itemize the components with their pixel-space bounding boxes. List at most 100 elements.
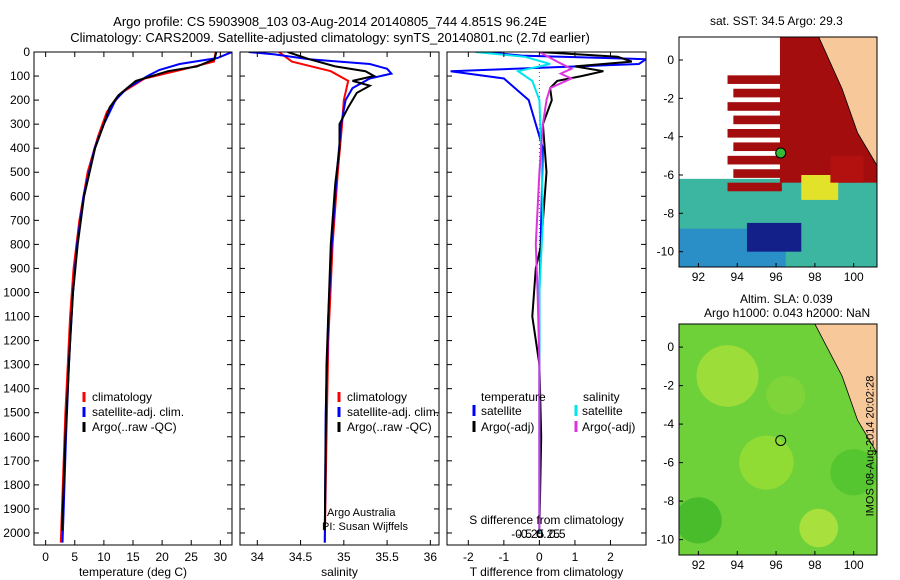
map-x-tick-label: 96 xyxy=(769,558,783,572)
y-tick-label: 200 xyxy=(10,93,30,107)
profile-panel-differences xyxy=(446,51,647,546)
diff-legend-salinity-title: salinity xyxy=(583,390,620,404)
sst-red-stripe xyxy=(727,102,782,111)
profile-panel-temperature xyxy=(33,51,233,546)
legend-temperature-panel-label: Argo(..raw -QC) xyxy=(92,420,177,434)
sst-red-stripe xyxy=(727,75,782,84)
argo-position-marker xyxy=(775,147,787,159)
x-tick-label: 2 xyxy=(607,550,614,564)
series-group xyxy=(248,52,394,543)
y-tick-label: 800 xyxy=(10,237,30,251)
series-line-argo-raw-qc- xyxy=(287,52,377,531)
series-line-s-argo-adj- xyxy=(534,52,574,531)
map-y-tick-label: -6 xyxy=(663,456,674,470)
land-sumatra xyxy=(814,324,877,454)
sla-anomaly-patch xyxy=(766,375,806,415)
y-tick-label: 1200 xyxy=(3,334,30,348)
x-top-tick-label: 0.25 xyxy=(537,527,561,541)
sst-red-stripe xyxy=(727,155,782,165)
series-line-climatology xyxy=(278,52,350,543)
map-frame xyxy=(678,36,878,268)
x-tick-label: 35 xyxy=(337,550,351,564)
y-tick-label: 900 xyxy=(10,261,30,275)
sst-red-stripe xyxy=(733,142,788,152)
y-tick-label: 400 xyxy=(10,141,30,155)
x-axis-label: salinity xyxy=(321,565,358,579)
y-tick-label: 1600 xyxy=(3,430,30,444)
profile-panel-salinity xyxy=(239,51,440,546)
annotation-pi: PI: Susan Wijffels xyxy=(322,521,408,533)
series-line-climatology xyxy=(59,52,217,543)
diff-legend-temperature-title: temperature xyxy=(481,390,546,404)
sst-red-patch xyxy=(830,155,864,183)
series-line-satellite-adj-clim- xyxy=(248,52,394,543)
x-tick-label: 34.5 xyxy=(289,550,313,564)
sst-map xyxy=(678,36,878,268)
y-tick-label: 100 xyxy=(10,69,30,83)
series-line-satellite-adj-clim- xyxy=(61,52,232,543)
map-x-tick-label: 100 xyxy=(844,270,864,284)
y-tick-label: 700 xyxy=(10,213,30,227)
diff-legend-label: satellite xyxy=(481,404,522,418)
map-frame xyxy=(678,323,878,556)
x-tick-label: 34 xyxy=(251,550,265,564)
map-y-tick-label: -8 xyxy=(663,494,674,508)
sla-anomaly-patch xyxy=(696,345,759,407)
legend-temperature-panel-label: climatology xyxy=(92,390,152,404)
y-tick-label: 1800 xyxy=(3,478,30,492)
x-axis-label: T difference from climatology xyxy=(470,565,624,579)
map-y-tick-label: -2 xyxy=(663,91,674,105)
sst-map-title: sat. SST: 34.5 Argo: 29.3 xyxy=(710,14,843,28)
sst-red-stripe xyxy=(733,88,788,98)
sst-red-stripe xyxy=(733,115,788,125)
y-tick-label: 1900 xyxy=(3,502,30,516)
x-tick-label: 0 xyxy=(42,550,49,564)
y-tick-label: 1300 xyxy=(3,358,30,372)
y-tick-label: 300 xyxy=(10,117,30,131)
map-x-tick-label: 98 xyxy=(808,558,822,572)
diff-legend-label: Argo(-adj) xyxy=(582,420,635,434)
map-y-tick-label: -2 xyxy=(663,379,674,393)
timestamp-stamp: IMOS 08-Aug-2014 20:02:28 xyxy=(864,360,898,540)
legend-salinity-panel-label: Argo(..raw -QC) xyxy=(347,420,432,434)
x-top-tick-label: 0 xyxy=(536,527,543,541)
map-x-tick-label: 98 xyxy=(808,270,822,284)
series-line-t-argo-adj- xyxy=(531,52,633,531)
x-tick-label: 10 xyxy=(97,550,111,564)
map-y-tick-label: -6 xyxy=(663,168,674,182)
y-tick-label: 2000 xyxy=(3,526,30,540)
map-x-tick-label: 92 xyxy=(692,558,706,572)
land-sumatra xyxy=(818,37,877,167)
sst-deep-blue xyxy=(746,222,802,252)
series-group xyxy=(450,52,646,533)
x-tick-label: 20 xyxy=(155,550,169,564)
sla-anomaly-patch xyxy=(739,435,794,490)
x-top-tick-label: -0.5 xyxy=(511,527,532,541)
legend-salinity-panel-label: climatology xyxy=(347,390,407,404)
x-tick-label: -2 xyxy=(463,550,474,564)
argo-position-marker xyxy=(775,434,787,446)
y-tick-label: 1100 xyxy=(4,310,30,324)
x-tick-label: 30 xyxy=(214,550,228,564)
map-y-tick-label: -8 xyxy=(663,206,674,220)
sla-anomaly-patch xyxy=(830,449,877,496)
legend-temperature-panel-label: satellite-adj. clim. xyxy=(92,405,184,419)
x-tick-label: 25 xyxy=(185,550,199,564)
annotation-argo-australia: Argo Australia xyxy=(327,507,396,519)
sla-map-title-line1: Altim. SLA: 0.039 xyxy=(740,292,833,306)
y-tick-label: 1500 xyxy=(3,406,30,420)
map-x-tick-label: 94 xyxy=(731,558,745,572)
map-y-tick-label: 0 xyxy=(667,53,674,67)
sst-red-stripe xyxy=(727,129,782,138)
x-tick-label: 15 xyxy=(126,550,140,564)
legend-salinity-panel-label: satellite-adj. clim. xyxy=(347,405,439,419)
y-tick-label: 0 xyxy=(23,45,30,59)
x-tick-label: 5 xyxy=(71,550,78,564)
sla-map-title-line2: Argo h1000: 0.043 h2000: NaN xyxy=(704,306,871,320)
y-tick-label: 500 xyxy=(10,165,30,179)
y-tick-label: 600 xyxy=(10,189,30,203)
map-y-tick-label: -4 xyxy=(663,417,674,431)
x-top-tick-label: 0.5 xyxy=(549,527,566,541)
series-group xyxy=(59,52,232,543)
